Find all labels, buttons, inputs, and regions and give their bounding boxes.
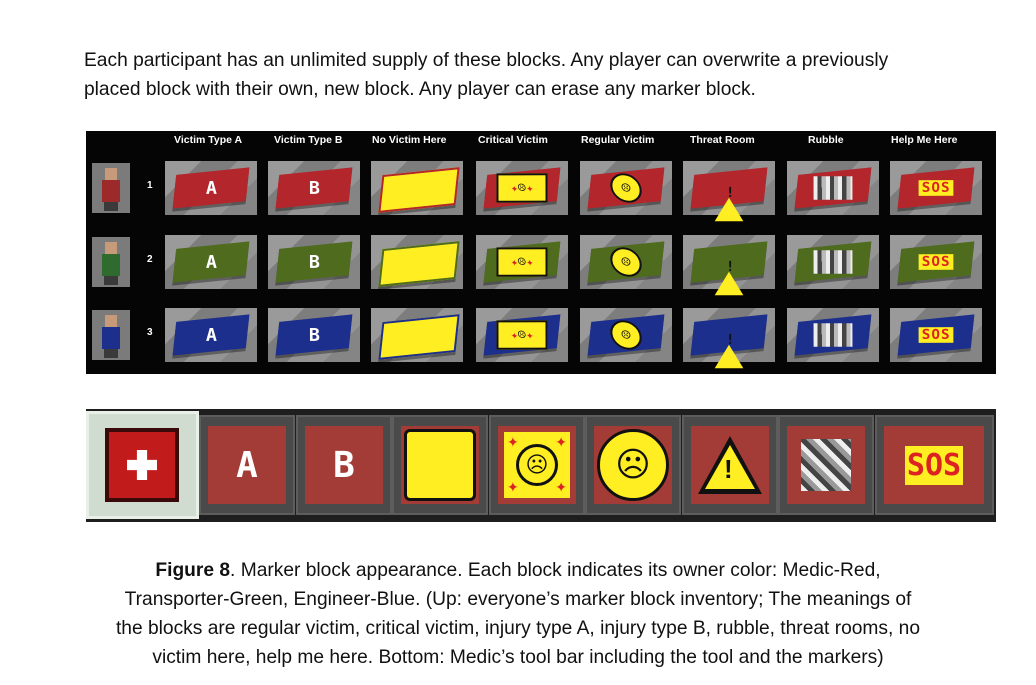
marker-inventory-figure: Victim Type A Victim Type B No Victim Here… <box>86 131 996 374</box>
column-header: Rubble <box>808 134 844 146</box>
marker-block-regular: ☹ <box>580 308 672 362</box>
marker-block-regular: ☹ <box>580 161 672 215</box>
marker-block-b: B <box>268 235 360 289</box>
marker-block-b: B <box>268 161 360 215</box>
player-avatar <box>92 237 130 287</box>
row-number: 1 <box>147 180 153 191</box>
caption-line-3: the blocks are regular victim, critical … <box>115 618 921 639</box>
toolbar-slot-a[interactable]: A <box>199 415 295 515</box>
marker-block-a: A <box>165 308 257 362</box>
column-header: No Victim Here <box>372 134 447 146</box>
marker-block-none <box>371 235 463 289</box>
medic-tool-slot <box>86 411 199 519</box>
marker-block-a: A <box>165 161 257 215</box>
column-header: Regular Victim <box>581 134 655 146</box>
marker-block-regular: ☹ <box>580 235 672 289</box>
medkit-icon <box>105 428 179 502</box>
row-number: 3 <box>147 327 153 338</box>
caption-line-1: Figure 8. Marker block appearance. Each … <box>60 556 976 585</box>
inventory-row: 3 AB ✦☹✦☹ SOS <box>86 304 996 368</box>
marker-block-help: SOS <box>890 308 982 362</box>
marker-block-a: A <box>165 235 257 289</box>
player-avatar <box>92 310 130 360</box>
inventory-row: 1 AB ✦☹✦☹ SOS <box>86 157 996 221</box>
toolbar-slot-regular[interactable]: ☹ <box>585 415 681 515</box>
figure-caption: Figure 8. Marker block appearance. Each … <box>60 556 976 672</box>
marker-block-none <box>371 161 463 215</box>
medic-toolbar-figure: AB ☹✦✦✦✦☹ SOS <box>86 409 996 522</box>
row-number: 2 <box>147 254 153 265</box>
marker-block-help: SOS <box>890 235 982 289</box>
marker-block-critical: ✦ ☹ ✦ <box>476 235 568 289</box>
column-header: Critical Victim <box>478 134 548 146</box>
figure-label: Figure 8 <box>155 560 231 581</box>
caption-line-2: Transporter-Green, Engineer-Blue. (Up: e… <box>124 589 912 610</box>
marker-block-critical: ✦ ☹ ✦ <box>476 161 568 215</box>
toolbar-slot-rubble[interactable] <box>778 415 874 515</box>
marker-block-rubble <box>787 235 879 289</box>
marker-block-help: SOS <box>890 161 982 215</box>
column-header: Victim Type B <box>274 134 343 146</box>
intro-paragraph: Each participant has an unlimited supply… <box>84 46 1004 104</box>
toolbar-slot-b[interactable]: B <box>296 415 392 515</box>
marker-block-rubble <box>787 161 879 215</box>
marker-block-b: B <box>268 308 360 362</box>
toolbar-slot-none[interactable] <box>392 415 488 515</box>
player-avatar <box>92 163 130 213</box>
column-header: Help Me Here <box>891 134 958 146</box>
caption-line-4: victim here, help me here. Bottom: Medic… <box>152 647 884 668</box>
inventory-row: 2 AB ✦☹✦☹ SOS <box>86 231 996 295</box>
marker-block-critical: ✦ ☹ ✦ <box>476 308 568 362</box>
column-header: Victim Type A <box>174 134 243 146</box>
marker-block-threat <box>683 235 775 295</box>
marker-block-threat <box>683 308 775 368</box>
toolbar-slot-threat[interactable] <box>682 415 778 515</box>
marker-block-rubble <box>787 308 879 362</box>
column-header: Threat Room <box>690 134 755 146</box>
intro-line-1: Each participant has an unlimited supply… <box>84 50 889 71</box>
toolbar-slot-critical[interactable]: ☹ ✦ ✦ ✦ ✦ <box>489 415 585 515</box>
toolbar-slot-help[interactable]: SOS <box>875 415 994 515</box>
marker-block-threat <box>683 161 775 221</box>
caption-line-1-text: . Marker block appearance. Each block in… <box>230 560 881 581</box>
intro-line-2: placed block with their own, new block. … <box>84 79 756 100</box>
marker-block-none <box>371 308 463 362</box>
